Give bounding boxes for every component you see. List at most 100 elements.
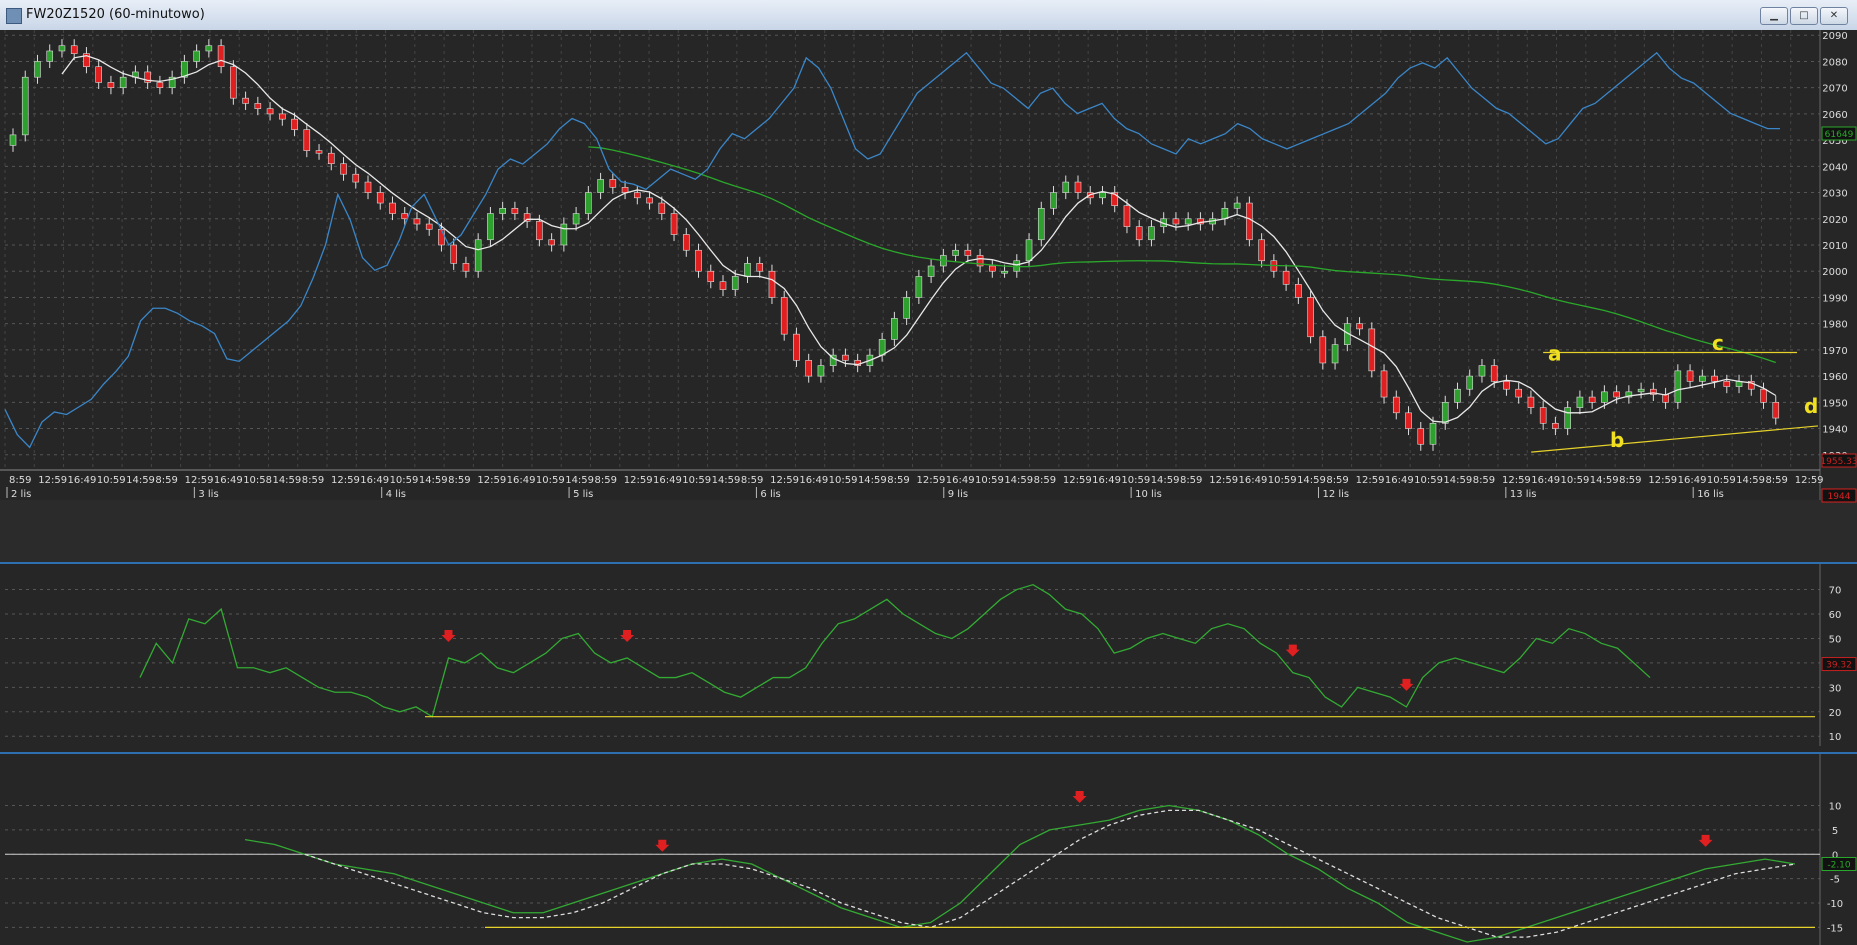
candle-body [1674, 370, 1682, 403]
maximize-button[interactable]: □ [1790, 7, 1818, 25]
candle-body [1025, 239, 1033, 262]
macd-signal-line [304, 809, 1796, 938]
osc-tick-label: 30 [1829, 683, 1842, 694]
time-label: 16:49 [1385, 475, 1414, 486]
candle-body [242, 97, 249, 104]
price-tick-label: 2050 [1822, 136, 1847, 147]
candle-body [1172, 218, 1180, 225]
candle-body [1564, 407, 1571, 429]
candle-body [646, 197, 653, 204]
candle-body [731, 276, 739, 290]
candle-body [340, 163, 347, 175]
candle-body [1576, 396, 1584, 408]
time-label: 8:59 [1034, 475, 1056, 486]
time-label: 16:49 [799, 475, 828, 486]
candle-body [548, 239, 555, 246]
candle-body [1233, 202, 1241, 209]
candle-body [1111, 192, 1119, 206]
candle-body [487, 213, 494, 241]
chart-window-icon [6, 8, 22, 24]
candle-body [891, 318, 898, 340]
panel-separator [0, 562, 1857, 564]
open-interest-line [4, 51, 1780, 449]
time-label: 12:59 [917, 475, 946, 486]
candle-body [303, 129, 311, 151]
macd-tick-label: -15 [1827, 923, 1843, 934]
candle-body [523, 213, 531, 222]
wave-label: c [1712, 331, 1724, 355]
macd-line [244, 804, 1796, 943]
time-label: 8:59 [155, 475, 177, 486]
time-label: 16:49 [653, 475, 682, 486]
candle-body [1699, 375, 1706, 382]
time-label: 8:59 [1326, 475, 1348, 486]
price-badge-value: 61649 [1825, 130, 1854, 140]
candle-body [217, 45, 225, 68]
candle-body [560, 223, 568, 246]
date-label: 2 lis [11, 489, 31, 500]
close-button[interactable]: ✕ [1820, 7, 1848, 25]
candle-body [1050, 192, 1057, 209]
candle-body [621, 187, 629, 193]
time-label: 8:59 [887, 475, 909, 486]
down-arrow-icon [655, 839, 670, 852]
candle-body [658, 202, 666, 214]
time-label: 8:59 [302, 475, 324, 486]
time-label: 12:59 [38, 475, 67, 486]
candle-body [315, 150, 323, 154]
candle-body [1282, 270, 1290, 285]
date-label: 10 lis [1135, 489, 1162, 500]
time-label: 10:59 [536, 475, 565, 486]
candle-body [1184, 218, 1192, 225]
candle-body [462, 263, 470, 272]
candle-body [1074, 181, 1082, 193]
candle-body [915, 276, 923, 298]
candle-body [168, 76, 176, 88]
candle-body [279, 113, 286, 120]
candle-body [695, 249, 702, 272]
candle-body [756, 263, 764, 272]
rsi-line [139, 583, 1651, 718]
chart-canvas[interactable]: 1930194019501960197019801990200020102020… [0, 30, 1857, 945]
candle-body [585, 192, 592, 214]
candle-body [1099, 192, 1106, 199]
down-arrow-icon [1698, 834, 1713, 847]
candle-body [829, 354, 837, 366]
candle-body [768, 270, 776, 298]
time-label: 14:59 [419, 475, 448, 486]
price-tick-label: 2070 [1822, 84, 1847, 95]
date-label: 6 lis [760, 489, 780, 500]
time-label: 16:49 [1678, 475, 1707, 486]
price-tick-label: 2090 [1822, 31, 1847, 42]
candle-body [499, 207, 506, 214]
price-tick-label: 2030 [1822, 189, 1847, 200]
candle-body [389, 202, 396, 214]
time-label: 10:59 [1268, 475, 1297, 486]
time-label: 10:59 [1561, 475, 1590, 486]
candle-body [1062, 181, 1070, 193]
time-label: 14:59 [1590, 475, 1619, 486]
minimize-button[interactable]: ▁ [1760, 7, 1788, 25]
moving-average-slow [588, 146, 1776, 364]
time-label: 16:49 [1531, 475, 1560, 486]
time-label: 8:59 [1180, 475, 1202, 486]
time-label: 8:59 [9, 475, 31, 486]
price-tick-label: 1970 [1822, 346, 1847, 357]
candle-body [46, 50, 54, 62]
time-label: 8:59 [1473, 475, 1495, 486]
osc-badge [1821, 657, 1857, 672]
candle-body [95, 66, 102, 83]
time-label: 14:59 [1443, 475, 1472, 486]
time-label: 12:59 [477, 475, 506, 486]
candle-body [425, 223, 433, 230]
candle-body [376, 192, 384, 204]
candle-body [1637, 388, 1645, 393]
candle-body [1527, 396, 1535, 408]
candle-body [156, 82, 164, 88]
candle-body [878, 339, 886, 356]
moving-average-fast [61, 55, 1777, 423]
osc-badge-value: 39.32 [1826, 661, 1852, 671]
candle-body [780, 297, 788, 335]
candle-body [1466, 375, 1474, 390]
candle-body [1552, 422, 1559, 429]
